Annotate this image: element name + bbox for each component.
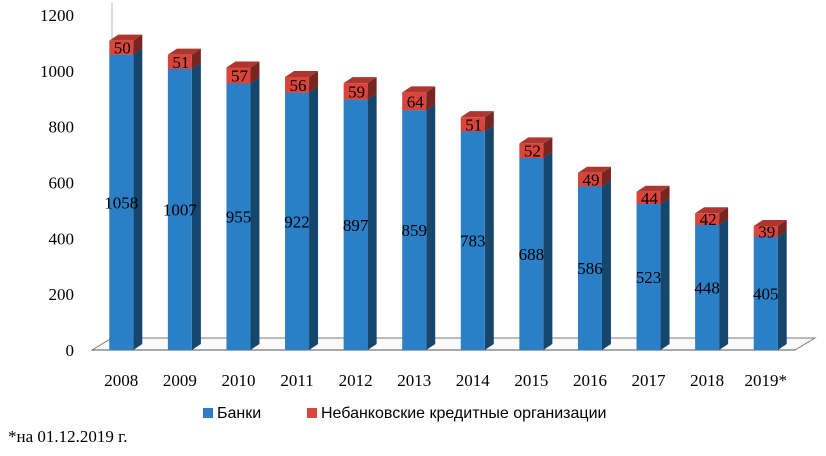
y-tick-label: 200 <box>49 285 75 304</box>
data-label-nko: 59 <box>348 82 365 101</box>
bar-nko <box>167 48 201 69</box>
bar-nko <box>109 34 143 55</box>
data-label-nko: 57 <box>231 66 249 85</box>
data-label-nko: 50 <box>114 39 131 58</box>
data-label-banks: 523 <box>636 268 662 287</box>
x-tick-label: 2016 <box>573 371 607 390</box>
y-tick-label: 800 <box>49 118 75 137</box>
x-tick-label: 2018 <box>690 371 724 390</box>
data-label-nko: 44 <box>641 189 659 208</box>
bar-banks <box>460 125 494 350</box>
bar-banks <box>226 77 260 350</box>
data-label-nko: 39 <box>758 222 775 241</box>
legend-label: Небанковские кредитные организации <box>321 405 606 422</box>
x-tick-label: 2019* <box>744 371 787 390</box>
data-label-nko: 64 <box>407 92 425 111</box>
bar-nko <box>460 111 494 132</box>
data-label-nko: 52 <box>524 142 541 161</box>
data-label-banks: 897 <box>343 216 369 235</box>
axes: 0 200 400 600 800 1000 1200 2008 2009 2010 2011 201… <box>40 3 817 390</box>
x-tick-label: 2008 <box>104 371 138 390</box>
y-tick-label: 1000 <box>40 62 74 81</box>
bar-nko <box>343 77 377 100</box>
data-label-nko: 56 <box>290 76 307 95</box>
bar-nko <box>519 137 553 158</box>
bar-banks <box>695 218 729 350</box>
bar-nko <box>636 185 670 204</box>
x-tick-label: 2011 <box>280 371 313 390</box>
bar-nko <box>695 207 729 225</box>
data-label-banks: 688 <box>519 245 545 264</box>
legend: Банки Небанковские кредитные организации <box>203 405 606 422</box>
data-label-banks: 586 <box>577 259 603 278</box>
bar-nko <box>285 70 319 93</box>
data-labels: 1058 50 1007 51 955 57 922 56 897 59 859 64 783 51 688… <box>104 39 778 304</box>
x-tick-label: 2017 <box>632 371 667 390</box>
data-label-nko: 51 <box>465 115 482 134</box>
data-label-banks: 783 <box>460 232 486 251</box>
data-label-nko: 42 <box>700 210 717 229</box>
bar-nko <box>577 166 611 187</box>
x-tick-label: 2010 <box>221 371 255 390</box>
bar-nko <box>402 86 436 111</box>
x-tick-label: 2012 <box>339 371 373 390</box>
bar-banks <box>285 86 319 350</box>
y-tick-label: 400 <box>49 229 75 248</box>
data-label-nko: 51 <box>172 53 189 72</box>
bar-nko <box>226 61 260 84</box>
bar-banks <box>402 104 436 350</box>
bar-banks <box>343 93 377 351</box>
data-label-banks: 1058 <box>104 193 138 212</box>
bar-nko <box>753 220 787 237</box>
bar-banks <box>577 180 611 350</box>
data-label-banks: 955 <box>226 208 252 227</box>
data-label-banks: 1007 <box>163 200 198 219</box>
legend-swatch <box>203 408 213 418</box>
data-label-banks: 405 <box>753 284 779 303</box>
x-tick-label: 2014 <box>456 371 491 390</box>
legend-label: Банки <box>217 405 261 422</box>
bar-banks <box>753 230 787 350</box>
x-tick-label: 2009 <box>163 371 197 390</box>
data-label-banks: 922 <box>284 212 310 231</box>
footnote: *на 01.12.2019 г. <box>8 427 128 446</box>
data-label-banks: 448 <box>694 278 720 297</box>
y-tick-label: 600 <box>49 174 75 193</box>
data-label-banks: 859 <box>401 221 427 240</box>
bars <box>109 34 787 351</box>
bar-banks <box>519 151 553 350</box>
y-tick-label: 1200 <box>40 6 74 25</box>
legend-swatch <box>307 408 317 418</box>
x-tick-label: 2013 <box>397 371 431 390</box>
data-label-nko: 49 <box>582 171 599 190</box>
y-tick-label: 0 <box>66 341 75 360</box>
x-tick-label: 2015 <box>514 371 548 390</box>
